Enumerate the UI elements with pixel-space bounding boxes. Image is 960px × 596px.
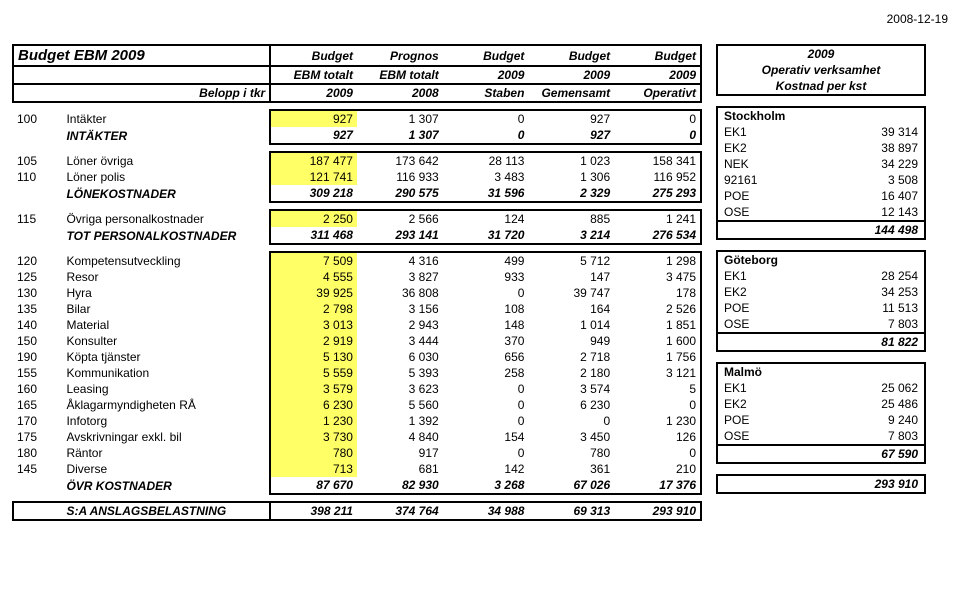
table-row: 125Resor4 5553 8279331473 475 — [13, 269, 701, 285]
table-row: 165Åklagarmyndigheten RÅ6 2305 56006 230… — [13, 397, 701, 413]
table-row: 105Löner övriga187 477173 64228 1131 023… — [13, 152, 701, 169]
side-row: 921613 508 — [717, 172, 925, 188]
side-row: EK238 897 — [717, 140, 925, 156]
table-row: INTÄKTER9271 30709270 — [13, 127, 701, 144]
side-row: POE9 240 — [717, 412, 925, 428]
table-row: 190Köpta tjänster5 1306 0306562 7181 756 — [13, 349, 701, 365]
table-row: 140Material3 0132 9431481 0141 851 — [13, 317, 701, 333]
col-h1-l1: Budget — [270, 45, 357, 66]
side-table: 2009 Operativ verksamhet Kostnad per kst… — [716, 44, 926, 494]
table-row: 170Infotorg1 2301 392001 230 — [13, 413, 701, 429]
table-row: 110Löner polis121 741116 9333 4831 30611… — [13, 169, 701, 185]
table-row: 115Övriga personalkostnader2 2502 566124… — [13, 210, 701, 227]
table-row: 135Bilar2 7983 1561081642 526 — [13, 301, 701, 317]
table-row: 120Kompetensutveckling7 5094 3164995 712… — [13, 252, 701, 269]
col-h5-l1: Budget — [614, 45, 701, 66]
side-row: EK139 314 — [717, 124, 925, 140]
side-row: EK128 254 — [717, 268, 925, 284]
budget-main-table: Budget EBM 2009 Budget Prognos Budget Bu… — [12, 44, 702, 521]
side-row: EK125 062 — [717, 380, 925, 396]
col-h3-l1: Budget — [443, 45, 529, 66]
side-row: POE16 407 — [717, 188, 925, 204]
table-row: 175Avskrivningar exkl. bil3 7304 8401543… — [13, 429, 701, 445]
table-row: TOT PERSONALKOSTNADER311 468293 14131 72… — [13, 227, 701, 244]
side-row: EK234 253 — [717, 284, 925, 300]
total-row: S:A ANSLAGSBELASTNING398 211374 76434 98… — [13, 502, 701, 520]
table-row: 160Leasing3 5793 62303 5745 — [13, 381, 701, 397]
table-row: 100Intäkter9271 30709270 — [13, 110, 701, 127]
table-row: LÖNEKOSTNADER309 218290 57531 5962 32927… — [13, 185, 701, 202]
side-row: OSE7 803 — [717, 428, 925, 445]
side-row: NEK34 229 — [717, 156, 925, 172]
table-row: ÖVR KOSTNADER87 67082 9303 26867 02617 3… — [13, 477, 701, 494]
col-h4-l1: Budget — [528, 45, 614, 66]
table-row: 180Räntor78091707800 — [13, 445, 701, 461]
table-row: 155Kommunikation5 5595 3932582 1803 121 — [13, 365, 701, 381]
side-row: OSE7 803 — [717, 316, 925, 333]
main-title: Budget EBM 2009 — [13, 45, 270, 66]
side-row: EK225 486 — [717, 396, 925, 412]
side-row: POE11 513 — [717, 300, 925, 316]
col-h2-l1: Prognos — [357, 45, 443, 66]
table-row: 145Diverse713681142361210 — [13, 461, 701, 477]
document-date: 2008-12-19 — [12, 12, 948, 26]
side-row: OSE12 143 — [717, 204, 925, 221]
table-row: 130Hyra39 92536 808039 747178 — [13, 285, 701, 301]
table-row: 150Konsulter2 9193 4443709491 600 — [13, 333, 701, 349]
